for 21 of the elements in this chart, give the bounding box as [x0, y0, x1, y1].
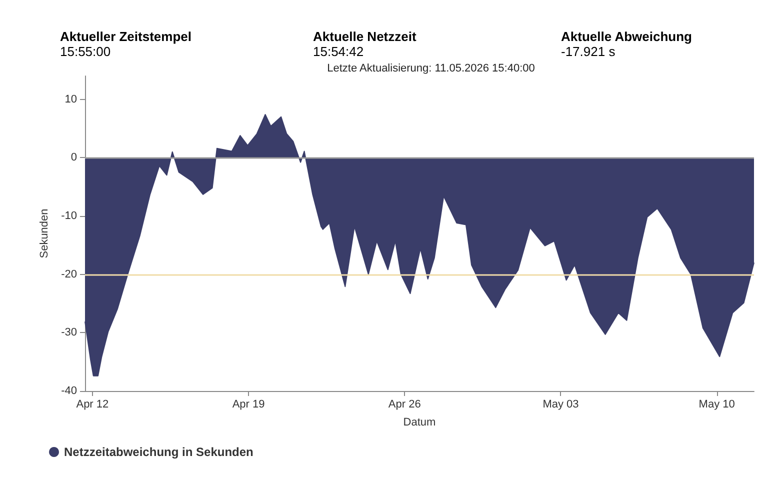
chart-subtitle: Letzte Aktualisierung: 11.05.2026 15:40:00 [327, 62, 535, 74]
y-axis-title: Sekunden [38, 208, 51, 258]
x-tick-label: May 10 [698, 398, 735, 410]
legend-label: Netzzeitabweichung in Sekunden [64, 445, 254, 459]
text: Aktuelle Netzzeit [313, 29, 417, 44]
y-tick-label: -40 [61, 385, 77, 397]
y-tick-label: 0 [70, 152, 77, 164]
x-tick-label: Apr 26 [388, 398, 421, 410]
text: 15:55:00 [60, 44, 111, 59]
x-tick-label: Apr 19 [232, 398, 265, 410]
y-tick-label: 10 [64, 93, 77, 106]
text: Aktueller Zeitstempel [60, 29, 192, 44]
y-tick-label: -20 [61, 268, 77, 280]
text: Aktuelle Abweichung [561, 29, 692, 44]
x-tick-label: Apr 12 [76, 398, 109, 410]
y-tick-label: -10 [61, 210, 77, 222]
text: -17.921 s [561, 44, 616, 59]
y-tick-label: -30 [61, 326, 77, 339]
x-axis-title: Datum [403, 416, 436, 428]
x-tick-label: May 03 [542, 398, 579, 410]
text: 15:54:42 [313, 44, 364, 59]
